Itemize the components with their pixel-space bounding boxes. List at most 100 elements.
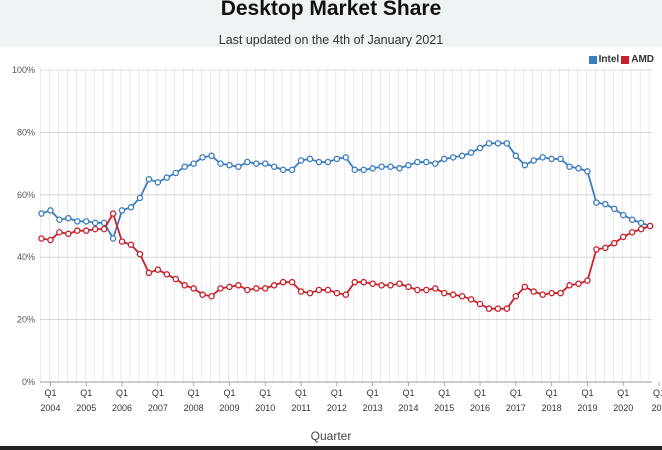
- chart-title: Desktop Market Share: [220, 0, 442, 20]
- data-point-intel: [432, 160, 439, 167]
- data-point-intel: [485, 140, 493, 147]
- data-point-intel: [369, 165, 376, 172]
- data-point-amd: [539, 291, 546, 298]
- grid-layer: [40, 69, 652, 383]
- data-point-amd: [414, 286, 421, 294]
- data-point-intel: [575, 165, 582, 172]
- data-point-intel: [136, 194, 144, 202]
- data-point-intel: [414, 158, 421, 166]
- legend-swatch-intel: [588, 55, 597, 64]
- data-point-amd: [226, 283, 233, 291]
- data-point-intel: [91, 219, 99, 227]
- data-point-intel: [611, 205, 618, 213]
- legend-item-intel[interactable]: Intel: [588, 54, 620, 65]
- x-tick-quarter-label: Q1: [617, 388, 629, 398]
- data-point-amd: [512, 292, 520, 300]
- data-point-intel: [65, 214, 72, 222]
- x-tick-year-label: 2009: [219, 403, 239, 413]
- data-point-intel: [566, 163, 573, 170]
- data-point-intel: [548, 155, 555, 163]
- x-tick-year-label: 2017: [506, 403, 526, 413]
- data-point-intel: [306, 155, 314, 163]
- data-point-intel: [378, 163, 385, 170]
- data-point-intel: [396, 165, 403, 172]
- data-point-intel: [181, 163, 188, 170]
- data-point-amd: [378, 282, 385, 289]
- data-point-amd: [611, 239, 618, 247]
- data-point-intel: [74, 218, 81, 225]
- data-point-amd: [74, 227, 81, 234]
- x-tick-quarter-label: Q1: [402, 388, 414, 398]
- data-point-amd: [244, 286, 251, 294]
- x-axis-title: Quarter: [310, 429, 352, 443]
- data-point-amd: [405, 283, 412, 291]
- data-point-intel: [333, 155, 341, 163]
- data-point-intel: [351, 166, 358, 174]
- bottom-bar: [0, 446, 662, 450]
- data-point-amd: [118, 238, 126, 245]
- data-point-amd: [172, 275, 179, 283]
- data-point-intel: [512, 152, 520, 160]
- data-point-amd: [548, 289, 555, 297]
- axis-layer: 0% 20% 40% 60% 80% 100% Q1 2004 Q1 2005 Q1 2006 Q1 20…: [12, 65, 662, 413]
- data-point-intel: [342, 154, 350, 161]
- x-tick-quarter-label: Q1: [223, 388, 235, 398]
- data-point-intel: [593, 199, 600, 206]
- y-tick-label: 80%: [17, 127, 35, 137]
- data-point-intel: [288, 166, 296, 174]
- data-point-amd: [423, 286, 430, 294]
- data-point-intel: [279, 166, 287, 174]
- data-point-amd: [333, 289, 341, 297]
- data-point-intel: [208, 152, 215, 160]
- data-point-amd: [602, 244, 609, 252]
- data-point-intel: [449, 154, 457, 161]
- x-tick-year-label: 2008: [184, 403, 204, 413]
- data-point-amd: [261, 285, 269, 292]
- data-point-intel: [253, 160, 260, 167]
- x-tick-year-label: 202: [652, 403, 662, 413]
- data-point-amd: [38, 235, 45, 242]
- data-point-intel: [118, 207, 126, 214]
- data-point-amd: [575, 280, 582, 287]
- data-point-amd: [208, 292, 215, 300]
- data-point-intel: [360, 166, 367, 174]
- x-tick-year-label: 2013: [363, 403, 383, 413]
- data-point-intel: [297, 157, 305, 164]
- x-tick-quarter-label: Q1: [331, 388, 343, 398]
- data-point-amd: [351, 278, 358, 286]
- data-point-intel: [423, 158, 430, 166]
- data-point-intel: [521, 161, 529, 169]
- x-tick-quarter-label: Q1: [116, 388, 128, 398]
- data-point-amd: [306, 289, 314, 297]
- legend-swatch-amd: [621, 55, 630, 64]
- chart-legend: Intel AMD: [587, 54, 654, 65]
- x-tick-quarter-label: Q1: [80, 388, 92, 398]
- data-point-amd: [593, 246, 600, 253]
- x-tick-quarter-label: Q1: [259, 388, 271, 398]
- x-tick-quarter-label: Q1: [44, 388, 56, 398]
- x-tick-quarter-label: Q1: [581, 388, 593, 398]
- data-point-intel: [244, 158, 251, 166]
- data-point-intel: [235, 163, 242, 170]
- data-point-amd: [637, 225, 645, 233]
- data-point-intel: [539, 154, 546, 161]
- data-point-amd: [163, 271, 171, 278]
- x-tick-year-label: 2005: [76, 403, 96, 413]
- data-point-amd: [557, 289, 564, 297]
- data-point-intel: [628, 216, 636, 224]
- data-point-amd: [369, 280, 376, 287]
- x-tick-quarter-label: Q1: [474, 388, 486, 398]
- x-tick-year-label: 2007: [148, 403, 168, 413]
- data-point-intel: [458, 152, 466, 160]
- x-tick-year-label: 2006: [112, 403, 132, 413]
- data-point-intel: [440, 155, 448, 163]
- data-point-amd: [628, 228, 636, 236]
- data-point-amd: [324, 286, 332, 294]
- legend-label-intel: Intel: [598, 54, 620, 65]
- y-tick-label: 20%: [17, 315, 35, 325]
- x-tick-quarter-label: Q1: [510, 388, 522, 398]
- legend-item-amd[interactable]: AMD: [621, 54, 654, 65]
- data-point-amd: [56, 228, 63, 236]
- data-point-amd: [136, 250, 144, 258]
- data-point-intel: [127, 204, 135, 211]
